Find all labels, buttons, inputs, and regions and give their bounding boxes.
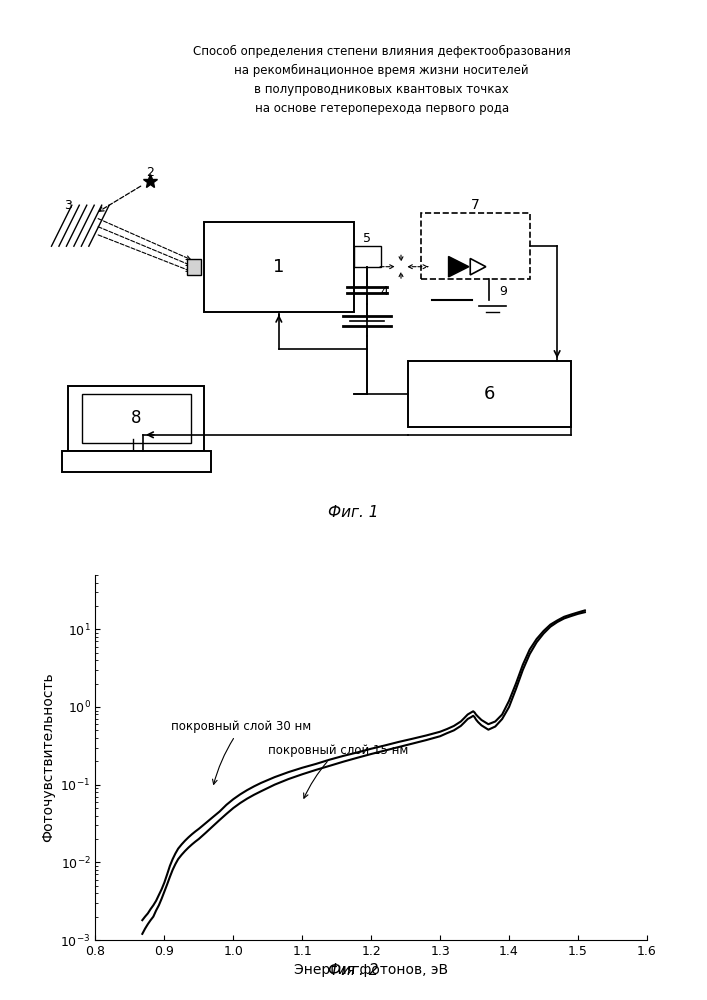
Text: покровный слой 15 нм: покровный слой 15 нм <box>268 744 408 798</box>
Text: 6: 6 <box>484 385 495 403</box>
Text: Способ определения степени влияния дефектообразования
на рекомбинационное время : Способ определения степени влияния дефек… <box>193 45 571 115</box>
Bar <box>187 259 201 275</box>
Bar <box>354 246 380 267</box>
Text: 2: 2 <box>146 166 154 179</box>
Text: Фиг. 1: Фиг. 1 <box>328 505 379 520</box>
Text: 8: 8 <box>131 409 141 427</box>
Text: покровный слой 30 нм: покровный слой 30 нм <box>171 720 312 784</box>
Y-axis label: Фоточувствительность: Фоточувствительность <box>41 673 55 842</box>
Text: 5: 5 <box>363 232 371 244</box>
Polygon shape <box>448 256 469 277</box>
Text: 9: 9 <box>499 285 507 298</box>
X-axis label: Энергия фотонов, эВ: Энергия фотонов, эВ <box>294 963 448 977</box>
Bar <box>69 386 204 451</box>
Bar <box>204 222 354 312</box>
Bar <box>62 451 211 472</box>
Bar <box>82 394 191 443</box>
Text: 7: 7 <box>472 198 480 212</box>
Bar <box>408 361 571 427</box>
Text: 4: 4 <box>380 285 389 298</box>
Text: 3: 3 <box>64 199 72 212</box>
Text: Фиг. 2: Фиг. 2 <box>328 963 379 978</box>
Text: 1: 1 <box>273 258 284 276</box>
Bar <box>421 213 530 279</box>
